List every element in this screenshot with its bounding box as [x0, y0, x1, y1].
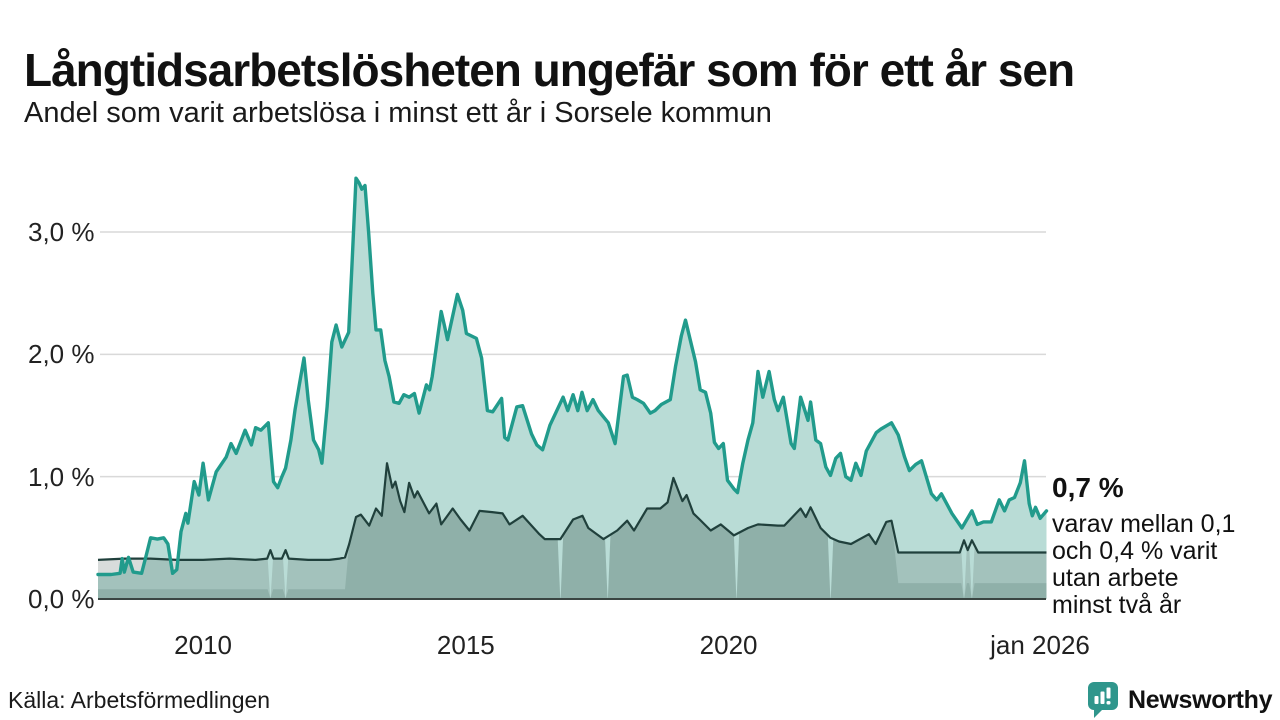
- annotation-value: 0,7 %: [1052, 472, 1124, 503]
- y-axis-label: 3,0 %: [28, 217, 95, 247]
- source-note: Källa: Arbetsförmedlingen: [8, 687, 271, 713]
- page-subtitle: Andel som varit arbetslösa i minst ett å…: [24, 97, 772, 129]
- newsworthy-wordmark: Newsworthy: [1128, 685, 1273, 714]
- y-axis-label: 1,0 %: [28, 461, 95, 492]
- line-arbetslosa-minst-ett-ar: [96, 176, 1049, 577]
- newsworthy-logo: Newsworthy: [1086, 681, 1273, 719]
- latest-value-annotation: 0,7 % varav mellan 0,1 och 0,4 % varit u…: [1052, 472, 1252, 619]
- x-axis-label: 2010: [174, 630, 233, 660]
- x-axis-label: 2020: [699, 630, 758, 660]
- line-minst-tva-ar-ovre-grans: [97, 462, 1047, 561]
- x-axis-label: jan 2026: [990, 630, 1090, 660]
- page-title: Långtidsarbetslösheten ungefär som för e…: [24, 43, 1075, 96]
- area-arbetslosa-minst-ett-ar: [98, 178, 1047, 599]
- y-axis-label: 0,0 %: [28, 584, 95, 614]
- band-minst-tva-ar-ovre-grans: [98, 463, 1047, 599]
- newsworthy-pin-icon: [1088, 682, 1118, 718]
- band-minst-tva-ar-nedre-grans: [98, 463, 1047, 599]
- y-axis-label: 2,0 %: [28, 339, 95, 370]
- annotation-text: varav mellan 0,1 och 0,4 % varit utan ar…: [1052, 510, 1236, 619]
- x-axis-label: 2015: [436, 630, 495, 660]
